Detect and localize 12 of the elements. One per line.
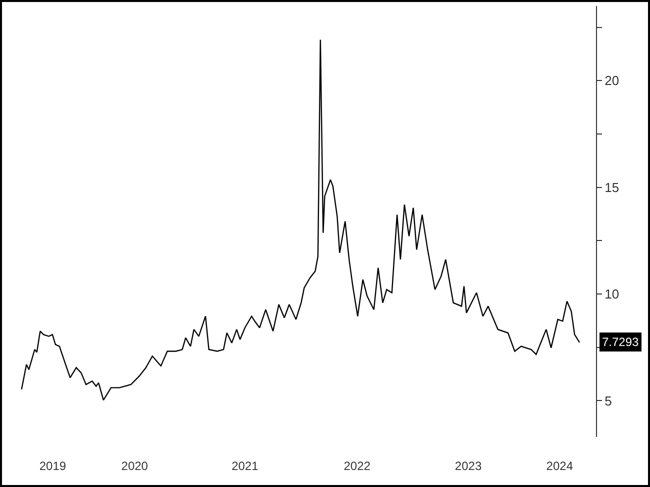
- y-tick-label: 20: [604, 73, 620, 88]
- x-tick-label: 2020: [121, 459, 148, 473]
- y-tick-label: 10: [604, 286, 620, 302]
- x-tick-label: 2024: [546, 459, 574, 473]
- line-series: [20, 39, 580, 401]
- y-tick-label: 15: [604, 180, 620, 195]
- x-tick-label: 2019: [39, 459, 66, 473]
- x-tick-label: 2023: [454, 459, 482, 473]
- y-tick-label: 5: [604, 393, 612, 408]
- annotation: 7.7293: [602, 335, 640, 349]
- x-tick-label: 2022: [344, 459, 371, 473]
- x-tick-label: 2021: [232, 459, 259, 473]
